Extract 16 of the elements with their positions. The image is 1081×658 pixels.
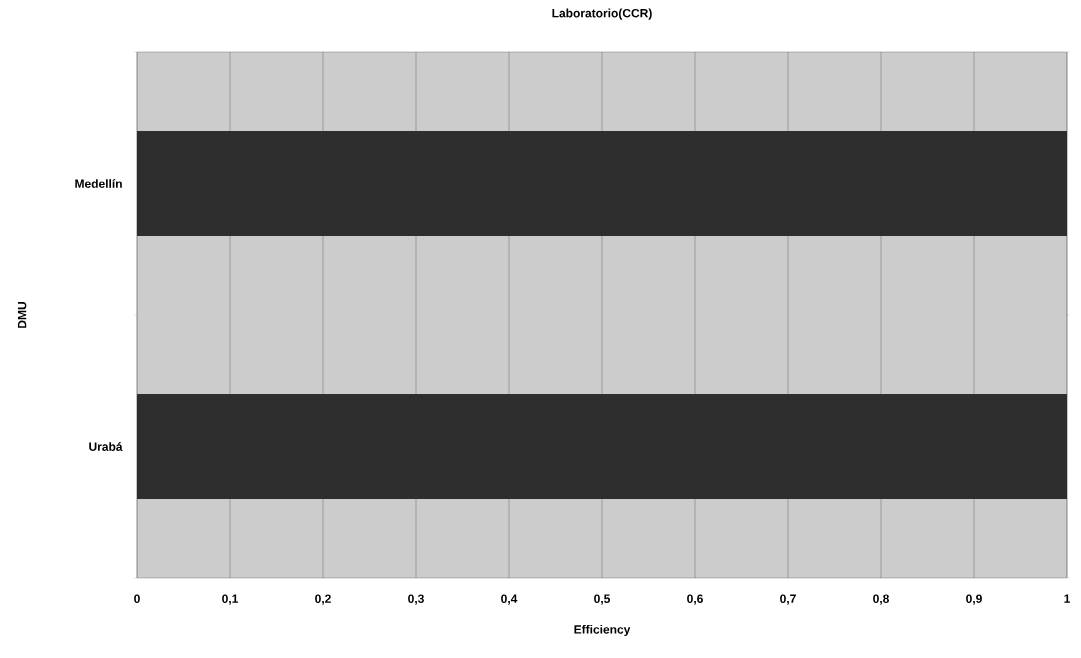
x-tick-label: 0,7 bbox=[780, 594, 796, 605]
x-tick-label: 0,3 bbox=[408, 594, 424, 605]
x-tick-label: 0,1 bbox=[222, 594, 239, 605]
x-tick-label: 0,5 bbox=[594, 594, 611, 605]
x-tick-label: 1 bbox=[1064, 594, 1070, 603]
y-tick-label: Urabá bbox=[89, 442, 123, 451]
x-tick-label: 0,2 bbox=[315, 594, 331, 605]
x-axis-title: Efficiency bbox=[574, 624, 631, 637]
y-tick-label: Medellín bbox=[75, 179, 122, 188]
x-tick-label: 0 bbox=[134, 594, 140, 603]
x-tick-label: 0,9 bbox=[966, 594, 982, 605]
x-tick-label: 0,6 bbox=[687, 594, 703, 605]
x-tick-label: 0,4 bbox=[501, 594, 518, 605]
y-axis-title: DMU bbox=[17, 302, 27, 328]
chart-title: Laboratorio(CCR) bbox=[552, 8, 652, 20]
x-tick-label: 0,8 bbox=[873, 594, 889, 605]
